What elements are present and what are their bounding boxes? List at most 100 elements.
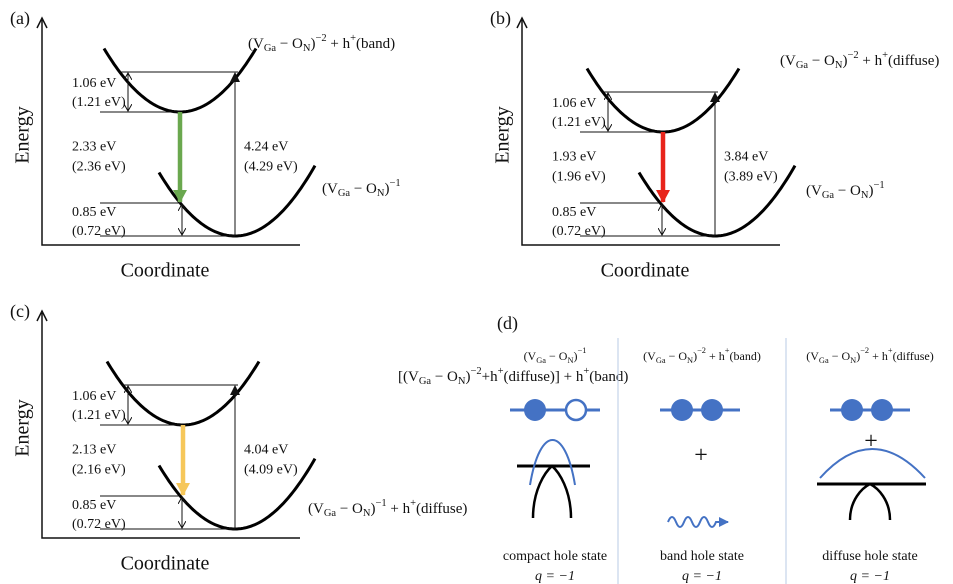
column-header: (VGa − ON)−1 — [524, 346, 587, 365]
formula-part: (diffuse) — [416, 501, 467, 517]
energy-label: 0.85 eV — [552, 205, 596, 220]
formula-part: + h — [859, 53, 883, 69]
energy-label: (2.16 eV) — [72, 463, 126, 478]
lower-state-label: (VGa − ON)−1 — [322, 178, 401, 199]
formula-part: − O — [431, 369, 458, 385]
energy-label: 0.85 eV — [72, 498, 116, 513]
formula-part: + — [725, 346, 730, 355]
svg-text:+: + — [694, 443, 708, 469]
axes — [41, 20, 300, 246]
formula-part: − O — [546, 349, 568, 363]
y-axis-label: Energy — [12, 399, 34, 456]
energy-label: 1.06 eV — [72, 389, 116, 404]
formula-part: N — [303, 43, 311, 54]
formula-part: N — [567, 356, 573, 365]
formula-part: + — [888, 346, 893, 355]
upper-state-label: (VGa − ON)−2 + h+(band) — [248, 33, 395, 54]
formula-part: −2 — [860, 346, 869, 355]
x-axis-label: Coordinate — [121, 260, 210, 282]
energy-label: (0.72 eV) — [72, 224, 126, 239]
axis-arrow — [36, 309, 48, 322]
state-charge: q = −1 — [682, 569, 722, 584]
energy-label: (0.72 eV) — [72, 517, 126, 532]
formula-part: Ga — [324, 508, 337, 519]
formula-part: (diffuse) — [888, 53, 939, 69]
energy-label: (1.21 eV) — [72, 408, 126, 423]
formula-part: N — [363, 508, 371, 519]
axes — [521, 20, 780, 246]
energy-label: (1.21 eV) — [552, 115, 606, 130]
state-name: diffuse hole state — [822, 549, 917, 564]
energy-label: (1.21 eV) — [72, 95, 126, 110]
formula-part: + h — [869, 349, 888, 363]
formula-part: − O — [834, 183, 861, 199]
upper-state-label: [(VGa − ON)−2+h+(diffuse)] + h+(band) — [398, 366, 628, 387]
formula-part: − O — [276, 36, 303, 52]
band-hole-icon: + — [660, 399, 740, 528]
energy-label: (4.29 eV) — [244, 160, 298, 175]
formula-part: + h — [387, 501, 411, 517]
formula-part: (diffuse) — [893, 349, 934, 363]
formula-part: ) — [574, 349, 578, 363]
upper-state-label: (VGa − ON)−2 + h+(diffuse) — [780, 50, 939, 71]
formula-part: (V — [780, 53, 796, 69]
formula-part: (V — [806, 183, 822, 199]
state-name: band hole state — [660, 549, 744, 564]
formula-part: + h — [706, 349, 725, 363]
axis-arrow — [516, 16, 528, 29]
energy-label: 2.13 eV — [72, 443, 116, 458]
energy-label: (2.36 eV) — [72, 160, 126, 175]
formula-part: −1 — [873, 180, 884, 191]
x-axis-label: Coordinate — [121, 553, 210, 575]
energy-label: 4.24 eV — [244, 140, 288, 155]
upper-curve — [585, 67, 741, 134]
lower-state-label: (VGa − ON)−1 — [806, 180, 885, 201]
compact-hole-icon — [510, 398, 600, 519]
formula-part: (band) — [589, 369, 628, 385]
formula-part: (V — [248, 36, 264, 52]
formula-part: N — [835, 60, 843, 71]
formula-part: + — [410, 498, 416, 509]
y-axis-label: Energy — [12, 106, 34, 163]
formula-part: [(V — [398, 369, 419, 385]
energy-label: 3.84 eV — [724, 150, 768, 165]
axes — [41, 313, 300, 539]
energy-label: 4.04 eV — [244, 443, 288, 458]
svg-text:+: + — [864, 429, 878, 455]
state-charge: q = −1 — [850, 569, 890, 584]
formula-part: −1 — [375, 498, 386, 509]
formula-part: − O — [336, 501, 363, 517]
upper-curve — [105, 360, 261, 427]
y-axis-label: Energy — [492, 106, 514, 163]
formula-part: ) — [868, 183, 873, 199]
formula-part: (V — [308, 501, 324, 517]
formula-part: (band) — [730, 349, 761, 363]
energy-label: (4.09 eV) — [244, 463, 298, 478]
state-charge: q = −1 — [535, 569, 575, 584]
energy-label: 1.06 eV — [72, 76, 116, 91]
formula-part: Ga — [264, 43, 277, 54]
formula-part: ) — [842, 53, 847, 69]
lower-state-label: (VGa − ON)−1 + h+(diffuse) — [308, 498, 467, 519]
formula-part: + — [882, 50, 888, 61]
column-header: (VGa − ON)−2 + h+(band) — [643, 346, 761, 365]
formula-part: −2 — [697, 346, 706, 355]
energy-label: 0.85 eV — [72, 205, 116, 220]
formula-part: − O — [666, 349, 688, 363]
formula-part: (diffuse)] + h — [504, 369, 584, 385]
energy-label: (0.72 eV) — [552, 224, 606, 239]
formula-part: −1 — [578, 346, 587, 355]
formula-part: ) — [693, 349, 697, 363]
formula-part: N — [458, 376, 466, 387]
formula-part: − O — [829, 349, 851, 363]
column-header: (VGa − ON)−2 + h+(diffuse) — [806, 346, 933, 365]
energy-label: 1.06 eV — [552, 96, 596, 111]
formula-part: − O — [350, 181, 377, 197]
energy-label: (3.89 eV) — [724, 170, 778, 185]
formula-part: + h — [327, 36, 351, 52]
panel-label: (d) — [497, 313, 518, 334]
